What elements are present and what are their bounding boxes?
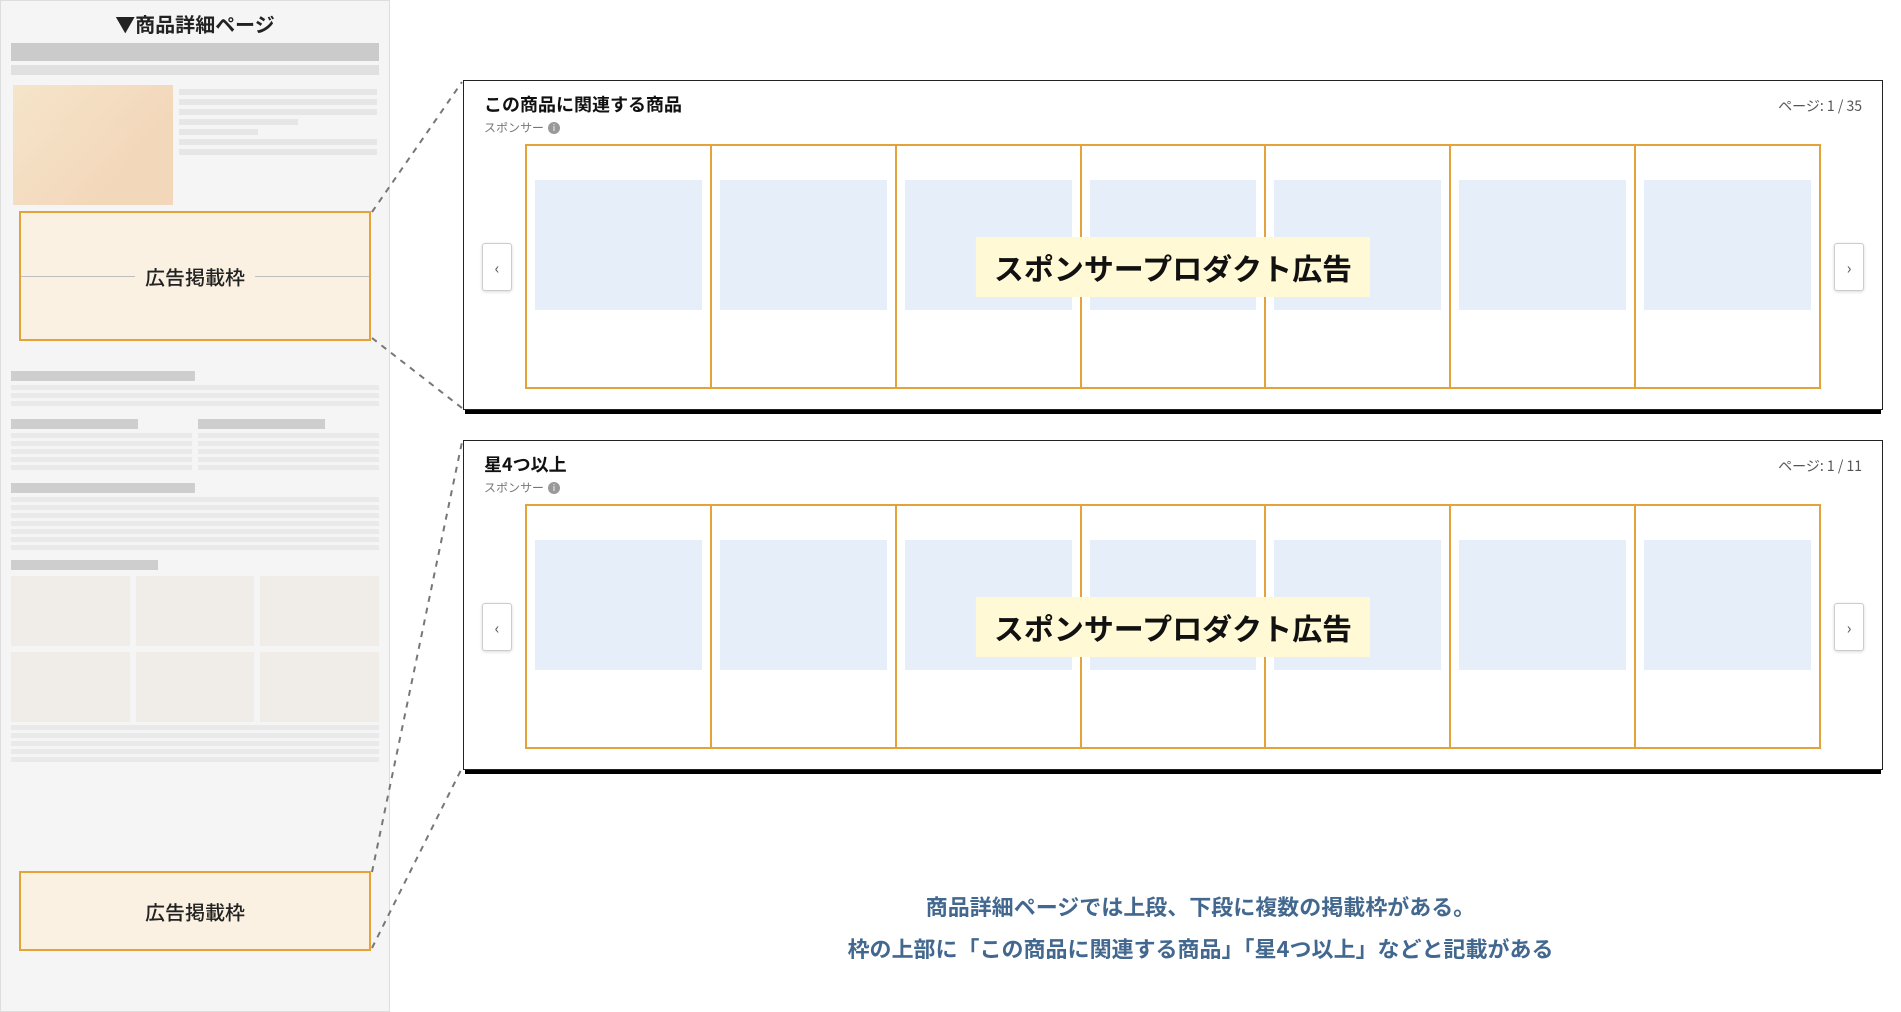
ad-slot-callout-lower: 広告掲載枠: [19, 871, 371, 951]
ad-slot[interactable]: [1634, 144, 1821, 389]
ad-slot-label: 広告掲載枠: [135, 897, 255, 926]
overlay-label: スポンサープロダクト広告: [976, 597, 1370, 657]
sponsor-label: スポンサー i: [480, 479, 1866, 504]
ad-slot[interactable]: [710, 144, 897, 389]
carousel-prev-button[interactable]: ‹: [482, 603, 512, 651]
ad-slot[interactable]: [1449, 504, 1636, 749]
explainer-caption: 商品詳細ページでは上段、下段に複数の掲載枠がある。 枠の上部に「この商品に関連す…: [520, 886, 1881, 970]
carousel: ‹ スポンサープロダクト広告 ›: [480, 504, 1866, 749]
carousel-next-button[interactable]: ›: [1834, 243, 1864, 291]
carousel: ‹ スポンサープロダクト広告 ›: [480, 144, 1866, 389]
carousel-next-button[interactable]: ›: [1834, 603, 1864, 651]
overlay-label: スポンサープロダクト広告: [976, 237, 1370, 297]
panel-page-indicator: ページ: 1 / 11: [1778, 456, 1862, 476]
ad-slot[interactable]: [525, 504, 712, 749]
info-icon: i: [548, 482, 560, 494]
panel-title: 星4つ以上: [484, 451, 567, 477]
ad-slot-callout-upper: 広告掲載枠: [19, 211, 371, 341]
ad-slot[interactable]: [1634, 504, 1821, 749]
left-column-title: ▼商品詳細ページ: [1, 9, 389, 38]
caption-line: 枠の上部に「この商品に関連する商品」「星4つ以上」などと記載がある: [520, 928, 1881, 970]
panel-page-indicator: ページ: 1 / 35: [1778, 96, 1862, 116]
carousel-prev-button[interactable]: ‹: [482, 243, 512, 291]
product-page-mock: [11, 43, 379, 1001]
ad-slot[interactable]: [710, 504, 897, 749]
ad-slot[interactable]: [1449, 144, 1636, 389]
carousel-panel-4stars: 星4つ以上 ページ: 1 / 11 スポンサー i ‹ スポンサープロダクト広告…: [463, 440, 1883, 770]
carousel-panel-related: この商品に関連する商品 ページ: 1 / 35 スポンサー i ‹ スポンサープ…: [463, 80, 1883, 410]
left-screenshot-column: ▼商品詳細ページ: [0, 0, 390, 1012]
ad-slot[interactable]: [525, 144, 712, 389]
ad-slot-label: 広告掲載枠: [135, 262, 255, 291]
info-icon: i: [548, 122, 560, 134]
caption-line: 商品詳細ページでは上段、下段に複数の掲載枠がある。: [520, 886, 1881, 928]
sponsor-label: スポンサー i: [480, 119, 1866, 144]
panel-title: この商品に関連する商品: [484, 91, 682, 117]
